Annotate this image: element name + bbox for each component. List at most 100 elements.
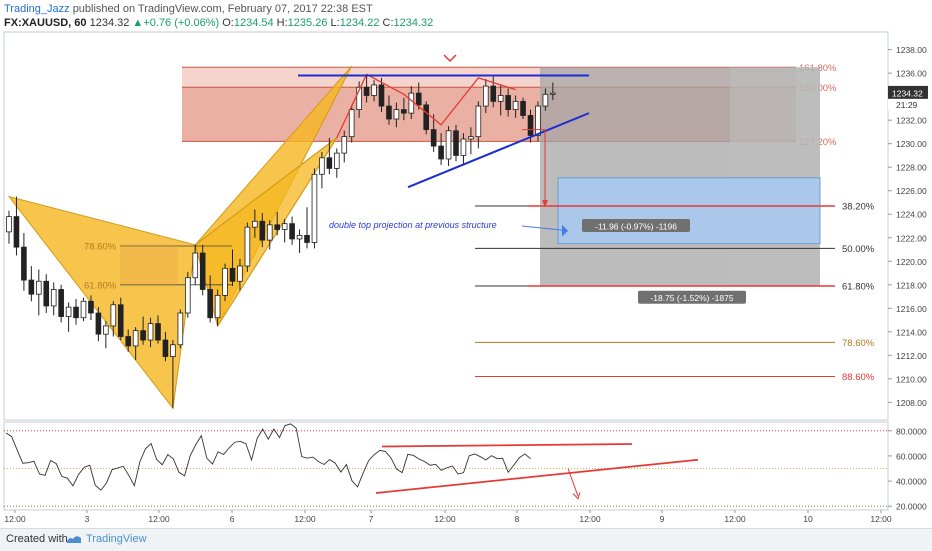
candle [289, 216, 295, 245]
candle-body-up [296, 235, 303, 240]
price-change: +0.76 (+0.06%) [143, 17, 220, 29]
symbol-line: FX:XAUUSD, 60 1234.32 ▲+0.76 (+0.06%) O:… [4, 17, 433, 29]
countdown-label: 21:29 [896, 100, 918, 110]
candle [155, 315, 161, 344]
candle [281, 218, 288, 243]
candle-body-down [88, 300, 94, 314]
low-value: 1234.22 [339, 17, 380, 29]
retracement-label: 61.80% [842, 281, 875, 292]
candle-body-up [356, 86, 362, 110]
measure-label: -18.75 (-1.52%) -1875 [650, 293, 733, 303]
measure-label: -11.96 (-0.97%) -1196 [595, 222, 677, 232]
tradingview-brand-link[interactable]: TradingView [86, 533, 147, 545]
oscillator-drop-arrow [567, 468, 579, 497]
candle-body-down [415, 92, 422, 106]
open-label: O: [222, 17, 234, 29]
candle-body-down [438, 145, 444, 160]
price-tick-label: 1214.00 [896, 327, 927, 337]
candle-body-down [21, 246, 27, 281]
candle-body-up [147, 323, 154, 341]
candle [550, 82, 556, 101]
candle-body-up [281, 223, 288, 230]
candle-body-up [132, 330, 139, 347]
candle-body-up [341, 136, 348, 154]
high-label: H: [276, 17, 288, 29]
candle [468, 127, 474, 155]
candle-body-up [177, 312, 184, 346]
candle-body-down [155, 323, 161, 341]
candle-body-up [512, 100, 519, 111]
candle [140, 316, 146, 345]
published-text: published on TradingView.com, February 0… [72, 3, 373, 15]
candle [378, 77, 385, 112]
candle [348, 104, 355, 143]
candle [21, 233, 27, 291]
candle-body-down [378, 84, 385, 107]
price-tick-label: 1228.00 [896, 163, 927, 173]
candle-body-up [80, 300, 87, 319]
candle [162, 331, 169, 362]
candle [423, 101, 429, 135]
candle-body-up [535, 105, 541, 136]
price-tick-label: 1222.00 [896, 233, 927, 243]
time-tick-label: 10 [803, 514, 813, 524]
candle [341, 130, 348, 163]
oscillator-tick-label: 80.0000 [896, 426, 927, 436]
candle-body-up [542, 93, 549, 107]
annotation-text: double top projection at previous struct… [329, 220, 497, 230]
candle [490, 76, 497, 108]
candle [482, 79, 489, 114]
candle-body-down [453, 130, 459, 156]
time-tick-label: 9 [660, 514, 665, 524]
candle-body-up [237, 265, 243, 282]
candle-body-up [371, 84, 377, 96]
price-tick-label: 1226.00 [896, 186, 927, 196]
candle [229, 249, 236, 286]
candle [117, 297, 124, 341]
high-value: 1235.26 [287, 17, 328, 29]
candle-body-up [222, 267, 228, 296]
oscillator-tick-label: 20.0000 [896, 502, 927, 512]
retracement-label: 88.60% [842, 372, 875, 383]
double-top-path [336, 73, 516, 139]
author-link[interactable]: Trading_Jazz [4, 3, 70, 15]
candle-body-up [50, 289, 57, 307]
drawing-overlays: 38.20% 50.00% 61.80% 78.60% 88.60% double top… [298, 54, 928, 383]
price-tick-label: 1220.00 [896, 257, 927, 267]
candle [512, 95, 519, 118]
candle [192, 244, 199, 285]
candle-body-up [6, 216, 12, 233]
price-tick-label: 1210.00 [896, 374, 927, 384]
time-tick-label: 12:00 [870, 514, 892, 524]
candle-body-up [192, 252, 199, 279]
candle [259, 213, 266, 248]
time-tick-label: 12:00 [579, 514, 601, 524]
candle [371, 80, 377, 102]
candle-body-down [43, 280, 50, 307]
candle [125, 329, 132, 352]
drop-arrowhead [542, 200, 548, 208]
candle [266, 220, 273, 250]
candle [43, 274, 50, 314]
candle [356, 81, 362, 118]
candle-body-up [110, 304, 117, 327]
oscillator-pane-frame [3, 421, 889, 511]
retracement-label: 78.60% [842, 338, 875, 349]
candle-body-up [170, 344, 176, 357]
candle [50, 282, 57, 316]
publish-line: Trading_Jazz published on TradingView.co… [4, 3, 373, 15]
candle-body-up [311, 173, 318, 243]
last-price: 1234.32 [89, 17, 130, 29]
candle-body-down [520, 100, 526, 116]
candle [438, 133, 444, 165]
candle [207, 275, 213, 323]
time-tick-label: 12:00 [294, 514, 316, 524]
tradingview-logo-icon [67, 536, 81, 543]
last-price-tag [888, 85, 928, 99]
projection-box [557, 177, 821, 245]
candle [475, 101, 482, 149]
candle-body-down [117, 304, 124, 337]
harmonic-pattern: 78.60% 61.80% [7, 65, 353, 410]
candle [505, 88, 511, 117]
